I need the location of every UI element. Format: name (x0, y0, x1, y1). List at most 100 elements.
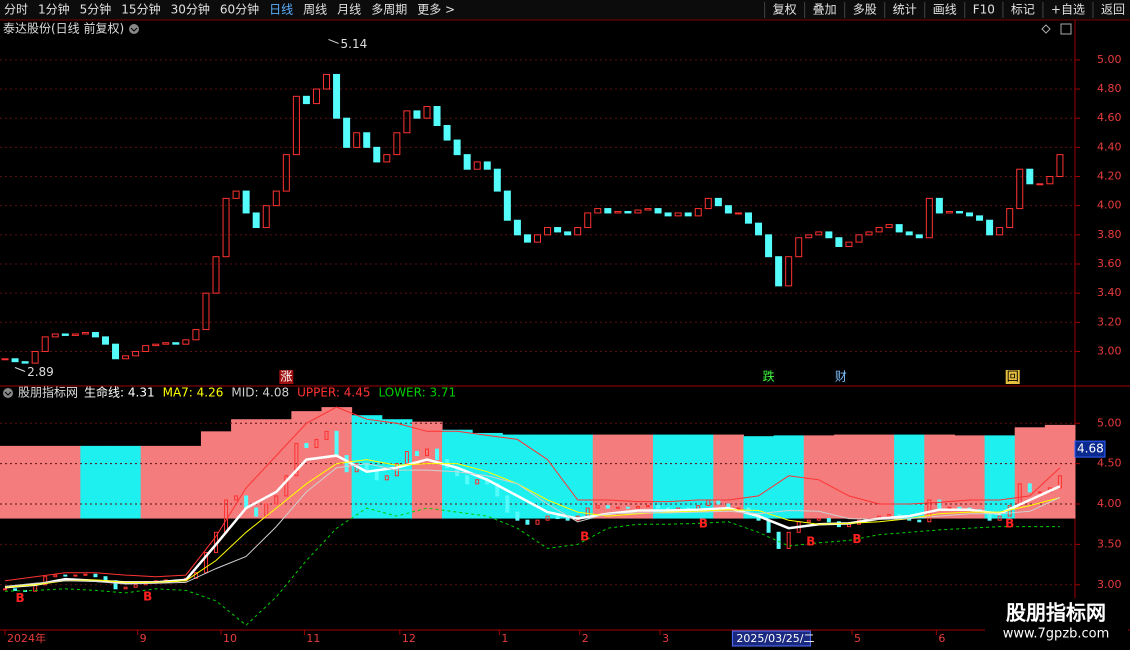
event-tag-bg (1005, 370, 1020, 384)
toolbar-bg (0, 0, 1130, 20)
candle (635, 505, 640, 509)
candle (132, 350, 140, 357)
candle (554, 227, 562, 233)
toolbar-button[interactable]: 统计 (893, 3, 917, 17)
candle (716, 499, 721, 505)
candle (664, 212, 672, 217)
signal-marker: B (580, 530, 589, 544)
candle (112, 343, 120, 360)
toolbar-tab[interactable]: 多周期 (371, 3, 407, 17)
toolbar-tab[interactable]: 周线 (303, 3, 327, 17)
candle (463, 154, 471, 170)
candle (564, 231, 572, 236)
y-tick-label: 3.00 (1097, 344, 1122, 357)
candle (1046, 176, 1054, 185)
candle (816, 518, 821, 521)
toolbar-tab[interactable]: 5分钟 (80, 2, 112, 17)
candle (314, 438, 319, 448)
candle (152, 343, 160, 347)
candle (294, 442, 299, 477)
candle (545, 515, 550, 521)
candle (786, 531, 791, 549)
candle (656, 505, 661, 509)
candle (51, 333, 59, 338)
candle (755, 222, 763, 236)
candle (614, 211, 622, 214)
x-tick-label: 5 (854, 632, 861, 645)
candle (574, 227, 582, 236)
x-tick-label: 12 (402, 632, 416, 645)
legend-entry[interactable]: MID: 4.08 (231, 386, 289, 400)
watermark: 股朋指标网 www.7gpzb.com (985, 598, 1128, 646)
candle (61, 333, 69, 336)
candle (21, 361, 29, 364)
candle (855, 234, 863, 243)
candle (815, 231, 823, 236)
candle (182, 339, 190, 345)
toolbar-tab[interactable]: 月线 (337, 3, 361, 17)
candle (724, 205, 732, 214)
toolbar-button[interactable]: 画线 (933, 3, 957, 17)
candle (513, 219, 521, 236)
toolbar-button[interactable]: +自选 (1051, 3, 1085, 17)
candle (384, 475, 389, 481)
candle (343, 117, 351, 148)
candle (63, 574, 68, 577)
candle (312, 88, 320, 105)
candle (805, 234, 813, 239)
candle (91, 332, 99, 338)
candle (937, 499, 942, 509)
candle (374, 471, 379, 481)
candle (887, 514, 892, 517)
y-tick-label: 4.40 (1097, 140, 1122, 153)
diamond-icon[interactable] (1041, 24, 1051, 34)
candle (101, 336, 109, 345)
toolbar-tab[interactable]: 更多 > (417, 3, 455, 17)
candle (1057, 475, 1062, 489)
candle (453, 139, 461, 156)
candle (443, 124, 451, 141)
dropdown-icon[interactable] (129, 24, 139, 34)
candle (133, 584, 138, 588)
y-tick-label: 4.80 (1097, 82, 1122, 95)
candle (73, 574, 78, 577)
indicator-bar (683, 434, 714, 519)
candle (615, 506, 620, 509)
dropdown-icon[interactable] (3, 388, 13, 398)
legend-entry[interactable]: LOWER: 3.71 (378, 386, 456, 400)
toolbar-button[interactable]: 返回 (1101, 3, 1125, 17)
candle (704, 197, 712, 210)
panel-icon[interactable] (1060, 23, 1072, 35)
toolbar-button[interactable]: 标记 (1011, 3, 1035, 17)
y-tick-label: 3.60 (1097, 257, 1122, 270)
legend-entry[interactable]: UPPER: 4.45 (297, 386, 370, 400)
candle (123, 586, 128, 590)
toolbar-tab[interactable]: 分时 (4, 3, 28, 17)
toolbar-tab[interactable]: 30分钟 (171, 2, 210, 17)
legend-entry[interactable]: MA7: 4.26 (163, 386, 224, 400)
toolbar-button[interactable]: F10 (973, 3, 995, 17)
candle (383, 154, 391, 163)
toolbar-button[interactable]: 复权 (773, 3, 797, 17)
extreme-pointer (328, 38, 339, 44)
y-tick-label: 3.00 (1097, 578, 1122, 591)
toolbar-tab[interactable]: 15分钟 (121, 2, 160, 17)
candle (744, 212, 752, 224)
candle (284, 475, 289, 497)
toolbar-tab[interactable]: 日线 (269, 3, 293, 17)
candle (555, 515, 560, 520)
candle (594, 208, 602, 214)
candle (1016, 168, 1024, 210)
indicator-bar (170, 445, 202, 519)
toolbar-tab[interactable]: 60分钟 (220, 2, 259, 17)
toolbar-tab[interactable]: 1分钟 (38, 2, 70, 17)
toolbar-button[interactable]: 叠加 (813, 3, 837, 17)
candle (324, 430, 329, 440)
legend-entry[interactable]: 生命线: 4.31 (84, 385, 155, 400)
candle (212, 256, 220, 294)
extreme-label: 5.14 (341, 37, 368, 51)
candle (192, 329, 200, 341)
toolbar-button[interactable]: 多股 (853, 3, 877, 17)
candle (625, 506, 630, 509)
